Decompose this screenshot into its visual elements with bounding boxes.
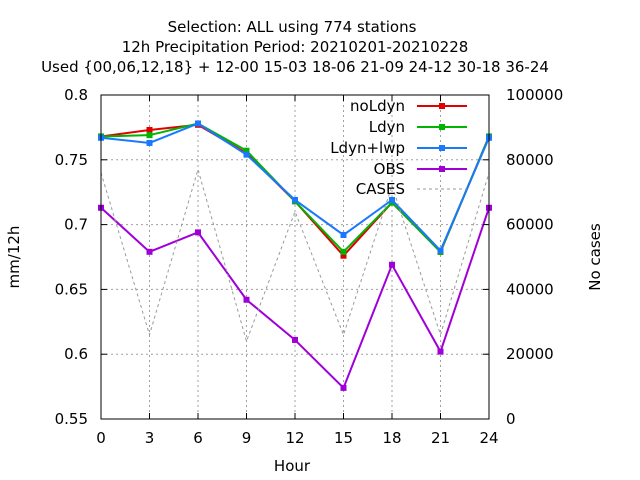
data-point: [340, 252, 347, 259]
title-line-2: 12h Precipitation Period: 20210201-20210…: [122, 38, 469, 56]
data-point: [243, 296, 250, 303]
data-point: [146, 248, 153, 255]
x-tick-label: 18: [382, 429, 401, 447]
data-point: [195, 120, 201, 127]
y2-tick-label: 60000: [506, 216, 554, 234]
data-point: [389, 196, 395, 203]
data-point: [146, 139, 153, 146]
x-tick-label: 9: [242, 429, 252, 447]
y-axis-label: mm/12h: [5, 226, 23, 289]
x-axis-label: Hour: [274, 457, 311, 475]
y2-tick-label: 40000: [506, 280, 554, 298]
grid: [101, 95, 489, 419]
x-tick-label: 0: [96, 429, 106, 447]
chart-title: Selection: ALL using 774 stations 12h Pr…: [41, 18, 549, 76]
y-tick-label: 0.75: [55, 151, 88, 169]
y2-axis-label: No cases: [586, 223, 604, 291]
ticks: 0 3 6 9 12 15 18 21 24 0.55 0.6 0.65 0.7 0.75 0.8 0 2000…: [55, 86, 564, 447]
data-point: [146, 126, 153, 133]
legend-marker: [439, 103, 445, 109]
legend-label: CASES: [356, 180, 405, 198]
data-point: [292, 196, 298, 203]
title-line-3: Used {00,06,12,18} + 12-00 15-03 18-06 2…: [41, 58, 549, 76]
y-tick-label: 0.55: [55, 410, 88, 428]
x-tick-label: 6: [193, 429, 203, 447]
y-tick-label: 0.8: [64, 86, 88, 104]
data-point: [340, 384, 347, 391]
data-point: [437, 247, 444, 254]
legend-label: noLdyn: [350, 97, 405, 115]
legend-marker: [439, 145, 445, 151]
series-line-cases: [100, 167, 490, 343]
y2-tick-label: 100000: [506, 86, 563, 104]
x-tick-label: 3: [145, 429, 155, 447]
legend-label: Ldyn+lwp: [330, 139, 405, 157]
x-tick-label: 15: [334, 429, 353, 447]
y2-tick-label: 20000: [506, 345, 554, 363]
series-line-ldyn: [100, 122, 490, 254]
legend-label: Ldyn: [369, 118, 405, 136]
data-point: [340, 248, 347, 255]
data-point: [437, 348, 444, 355]
y-tick-label: 0.6: [64, 345, 88, 363]
y2-tick-label: 80000: [506, 151, 554, 169]
x-tick-label: 24: [479, 429, 498, 447]
legend: noLdyn Ldyn Ldyn+lwp OBS CASES: [330, 97, 467, 198]
y-tick-label: 0.7: [64, 216, 88, 234]
x-tick-label: 21: [431, 429, 450, 447]
data-point: [146, 132, 153, 139]
y2-tick-label: 0: [506, 410, 516, 428]
legend-marker: [439, 124, 445, 130]
legend-marker: [439, 166, 445, 172]
data-point: [292, 336, 298, 343]
x-tick-label: 12: [285, 429, 304, 447]
data-point: [195, 229, 201, 236]
data-point: [243, 151, 250, 158]
data-point: [243, 147, 250, 154]
data-point: [389, 261, 395, 268]
data-point: [340, 231, 347, 238]
y-tick-label: 0.65: [55, 280, 88, 298]
legend-label: OBS: [374, 160, 405, 178]
title-line-1: Selection: ALL using 774 stations: [168, 18, 417, 36]
